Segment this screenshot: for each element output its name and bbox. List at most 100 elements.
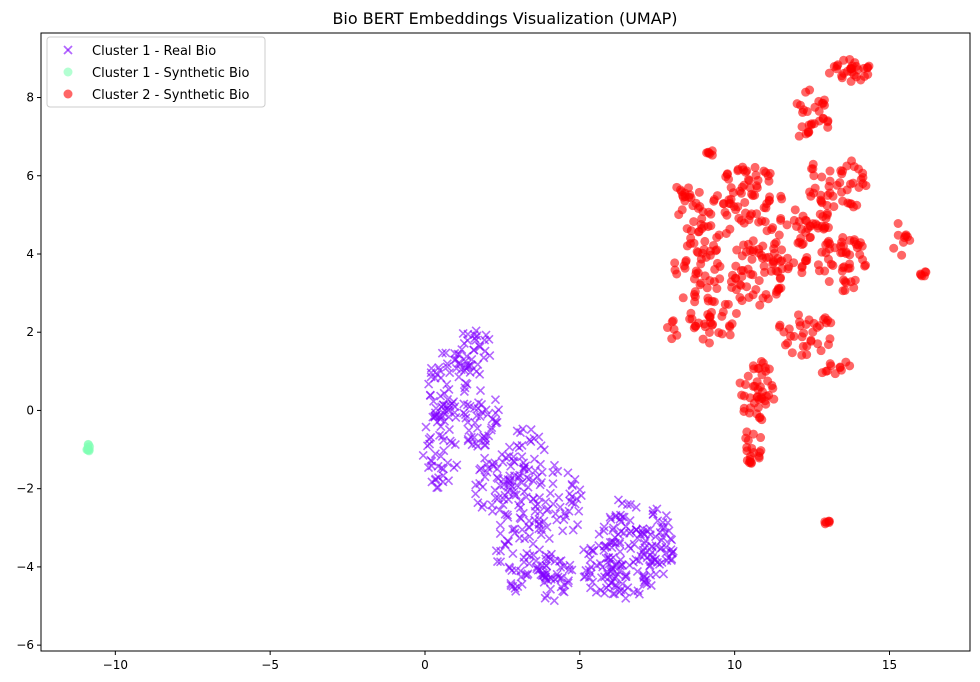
data-point xyxy=(825,188,835,198)
data-point xyxy=(621,572,631,582)
data-point xyxy=(599,572,610,582)
data-point xyxy=(847,61,857,71)
x-tick-label: −5 xyxy=(261,658,279,672)
data-point xyxy=(436,451,446,461)
data-point xyxy=(704,338,714,348)
data-point xyxy=(801,216,811,226)
data-point xyxy=(449,463,459,473)
data-point xyxy=(421,422,431,432)
data-point xyxy=(759,261,769,271)
data-point xyxy=(723,299,733,309)
data-point xyxy=(511,586,521,596)
data-point xyxy=(737,251,747,261)
data-point xyxy=(634,589,644,599)
data-point xyxy=(689,238,699,248)
data-point xyxy=(745,393,755,403)
data-point xyxy=(858,172,868,182)
data-point xyxy=(487,423,497,433)
data-point xyxy=(495,481,505,491)
data-point xyxy=(495,529,505,539)
data-point xyxy=(568,525,578,535)
data-point xyxy=(545,573,556,583)
data-point xyxy=(517,452,527,462)
data-point xyxy=(739,403,749,413)
data-point xyxy=(539,516,549,526)
data-point xyxy=(605,512,615,522)
data-point xyxy=(702,283,712,293)
data-point xyxy=(509,452,519,462)
data-point xyxy=(525,531,535,542)
data-point xyxy=(694,187,704,197)
data-point xyxy=(715,274,725,284)
y-tick-label: −4 xyxy=(16,560,34,574)
data-point xyxy=(636,551,646,561)
data-point xyxy=(721,172,731,182)
data-point xyxy=(435,365,445,375)
data-point xyxy=(756,433,766,443)
data-point xyxy=(836,166,846,176)
data-point xyxy=(667,548,677,558)
data-point xyxy=(799,105,809,115)
data-point xyxy=(473,398,484,408)
data-point xyxy=(720,207,730,217)
data-point xyxy=(623,583,633,593)
data-point xyxy=(825,166,835,176)
data-point xyxy=(602,567,612,577)
data-point xyxy=(479,353,489,363)
data-point xyxy=(835,362,845,372)
data-point xyxy=(843,198,853,208)
data-point xyxy=(476,463,486,474)
data-point xyxy=(495,520,505,530)
data-point xyxy=(464,425,474,435)
data-point xyxy=(652,557,663,567)
y-tick-label: 2 xyxy=(26,325,34,339)
data-point xyxy=(518,424,528,434)
data-point xyxy=(621,570,631,580)
data-point xyxy=(650,532,661,542)
data-point xyxy=(668,316,678,326)
legend-label-real-bio: Cluster 1 - Real Bio xyxy=(92,44,216,59)
data-point xyxy=(754,276,764,286)
data-point xyxy=(821,248,831,258)
data-point xyxy=(736,215,746,225)
data-point xyxy=(746,451,756,461)
legend-label-synthetic-bio-2: Cluster 2 - Synthetic Bio xyxy=(92,88,250,103)
data-point xyxy=(680,196,690,206)
data-point xyxy=(466,360,476,370)
data-point xyxy=(737,182,747,192)
data-point xyxy=(638,570,648,580)
data-point xyxy=(685,314,695,324)
data-point xyxy=(439,446,449,456)
data-point xyxy=(428,412,438,422)
data-point xyxy=(538,570,549,580)
data-point xyxy=(768,383,778,393)
data-point xyxy=(555,502,565,512)
data-point xyxy=(823,238,833,248)
data-point xyxy=(763,376,773,386)
data-point xyxy=(490,458,500,468)
data-point xyxy=(690,292,700,302)
data-point xyxy=(482,467,492,477)
data-point xyxy=(797,122,807,132)
data-point xyxy=(755,447,765,457)
data-point xyxy=(613,495,623,505)
data-point xyxy=(556,556,566,566)
data-point xyxy=(463,436,473,446)
data-point xyxy=(768,223,778,233)
data-point xyxy=(850,275,860,285)
data-point xyxy=(748,429,758,439)
data-point xyxy=(782,220,792,230)
data-point xyxy=(475,478,485,489)
data-point xyxy=(760,217,770,227)
x-tick-label: −10 xyxy=(103,658,128,672)
data-point xyxy=(816,346,826,356)
data-point xyxy=(776,213,786,223)
data-point xyxy=(445,368,455,378)
data-point xyxy=(826,361,836,371)
data-point xyxy=(726,183,736,193)
data-point xyxy=(426,372,436,382)
data-point xyxy=(661,511,671,521)
data-point xyxy=(717,329,727,339)
data-point xyxy=(638,524,648,534)
data-point xyxy=(672,330,682,340)
